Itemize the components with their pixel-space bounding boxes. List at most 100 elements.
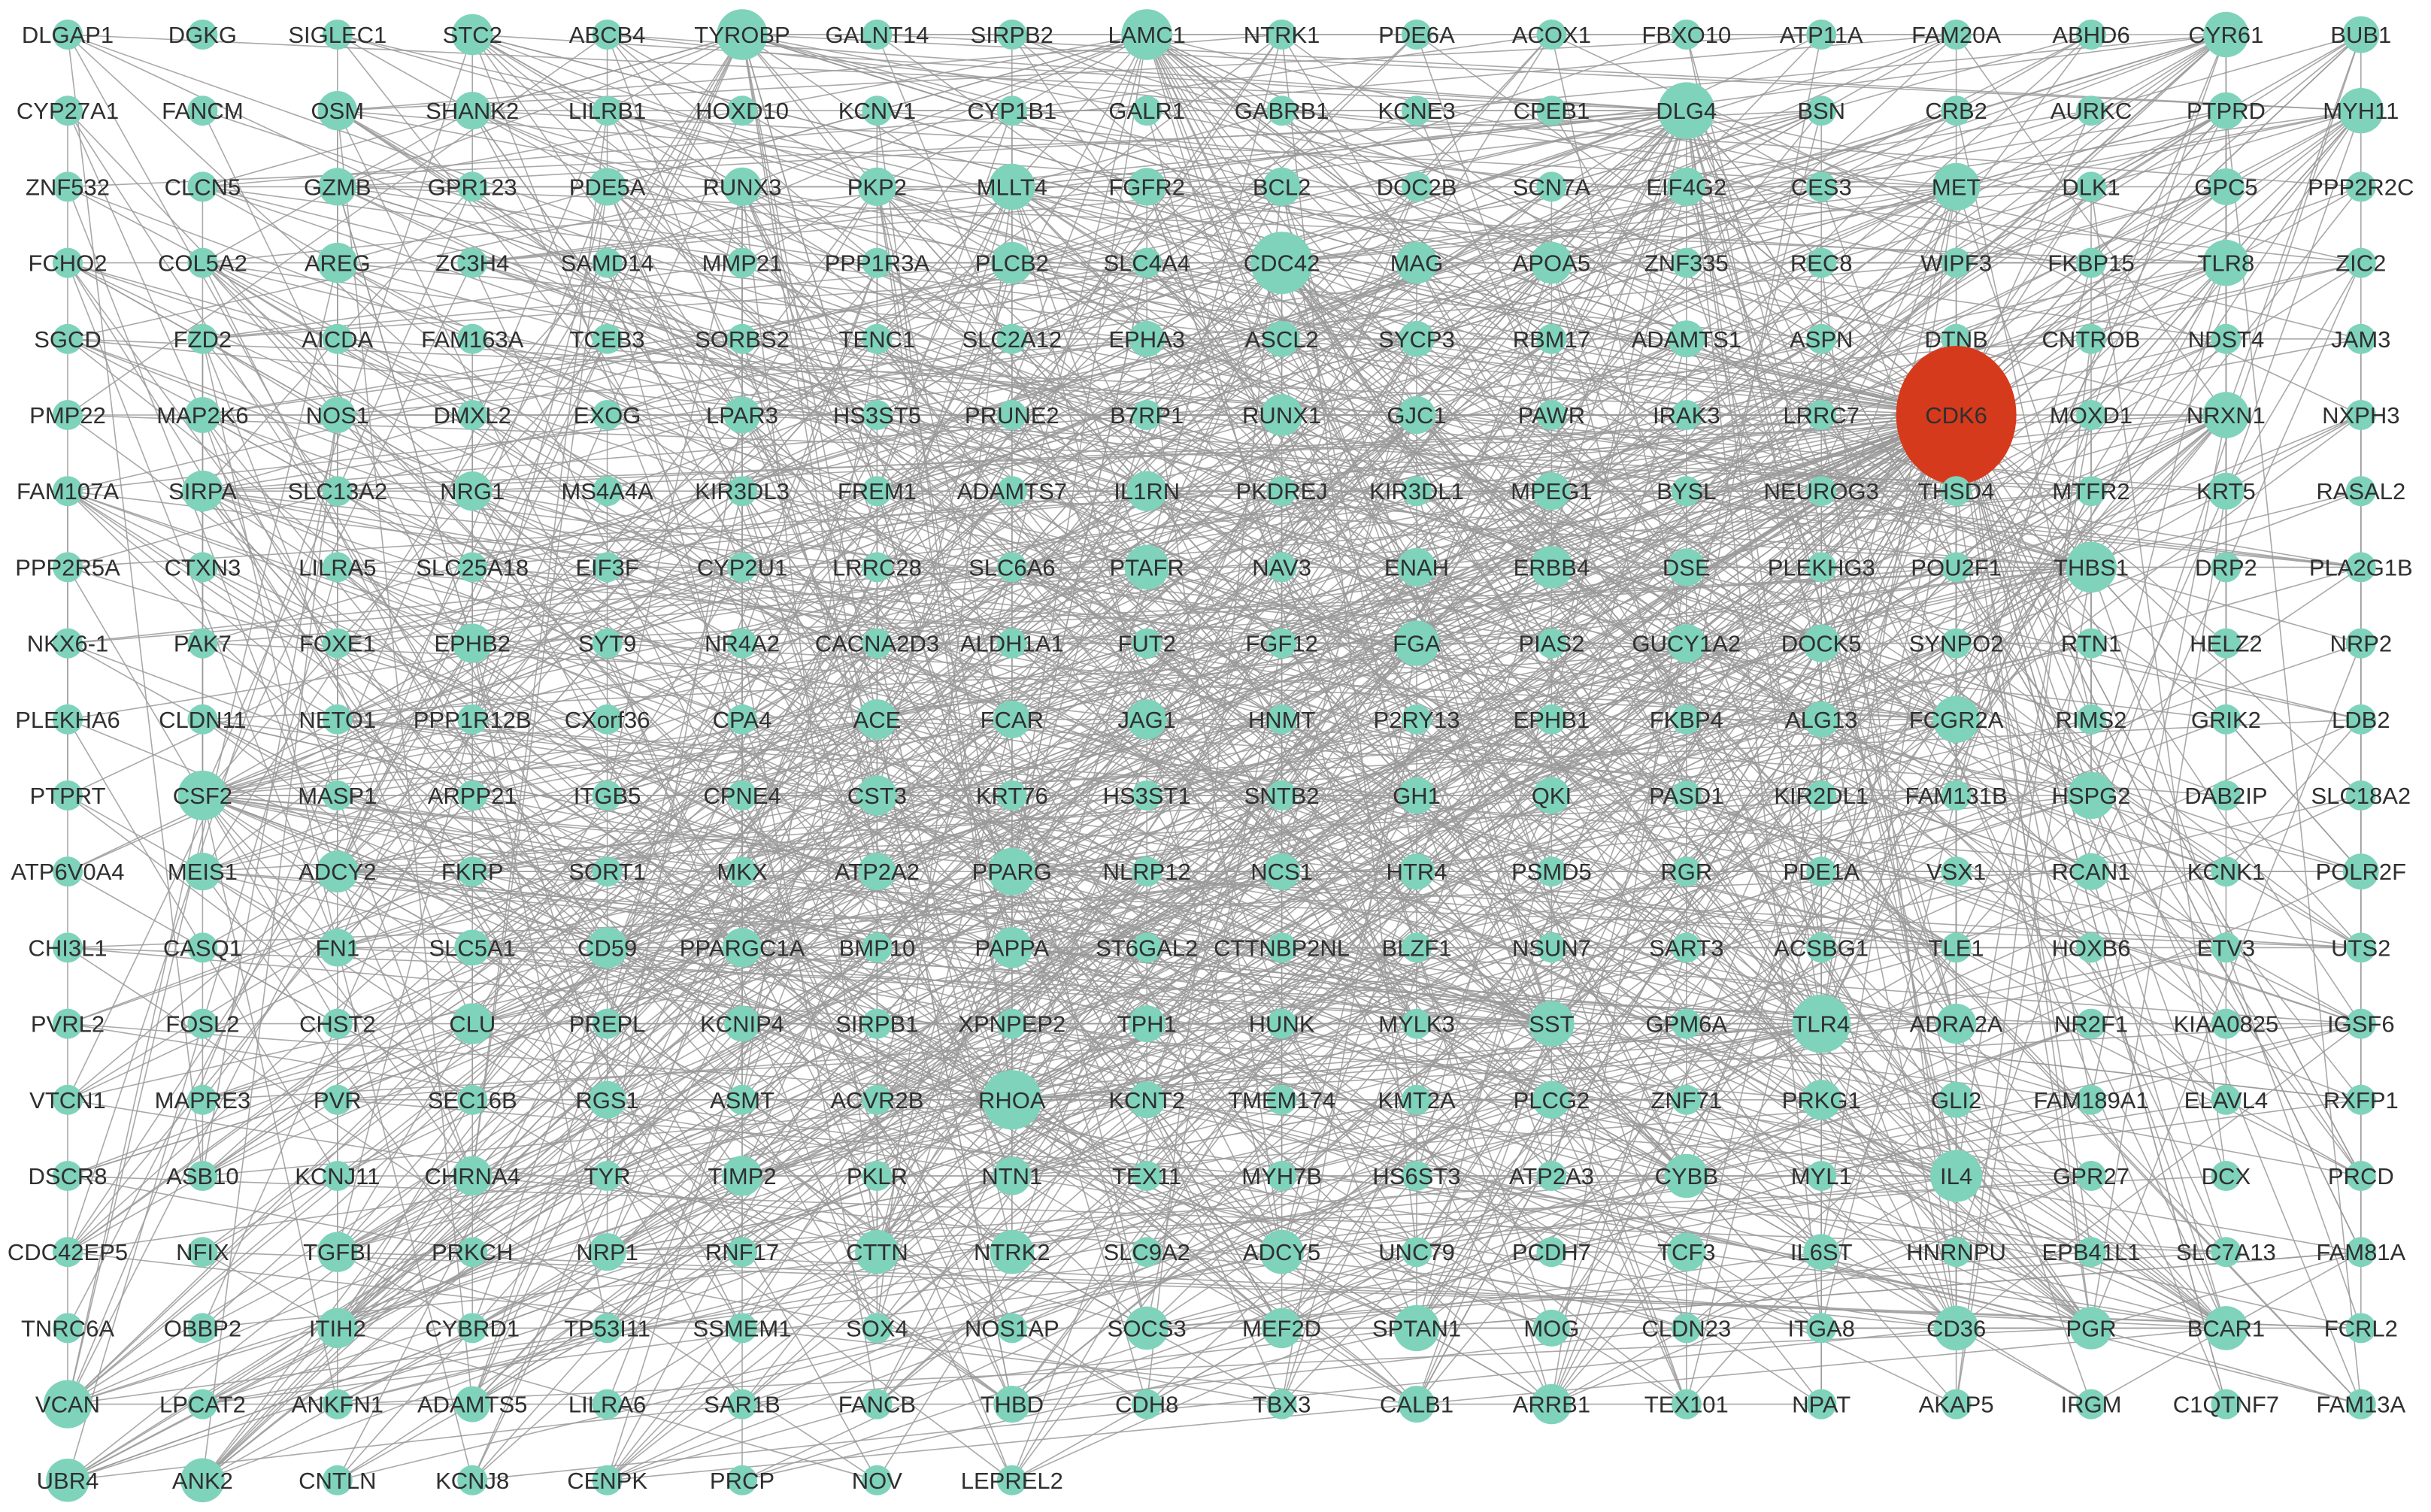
node-circle[interactable] <box>862 1389 893 1420</box>
node-kcnj11[interactable]: KCNJ11 <box>295 1161 380 1191</box>
node-circle[interactable] <box>1532 472 1571 511</box>
node-circle[interactable] <box>1393 1304 1440 1352</box>
node-synpo2[interactable]: SYNPO2 <box>1909 628 2004 659</box>
node-circle[interactable] <box>592 552 623 583</box>
node-hnrnpu[interactable]: HNRNPU <box>1906 1237 2006 1268</box>
node-enah[interactable]: ENAH <box>1384 547 1449 587</box>
node-circle[interactable] <box>53 400 83 430</box>
node-circle[interactable] <box>318 929 356 967</box>
node-meis1[interactable]: MEIS1 <box>168 853 238 891</box>
node-circle[interactable] <box>322 1084 353 1115</box>
node-arrb1[interactable]: ARRB1 <box>1513 1383 1590 1425</box>
node-lrrc7[interactable]: LRRC7 <box>1783 400 1860 430</box>
node-asmt[interactable]: ASMT <box>710 1084 774 1115</box>
node-nsun7[interactable]: NSUN7 <box>1512 932 1591 963</box>
node-circle[interactable] <box>1806 780 1837 811</box>
node-circle[interactable] <box>862 552 893 583</box>
node-circle[interactable] <box>457 704 488 735</box>
node-krt76[interactable]: KRT76 <box>976 780 1048 811</box>
node-il6st[interactable]: IL6ST <box>1790 1234 1853 1271</box>
node-circle[interactable] <box>2076 1084 2106 1115</box>
node-circle[interactable] <box>1806 552 1837 583</box>
node-circle[interactable] <box>1132 932 1162 963</box>
node-circle[interactable] <box>457 247 488 278</box>
node-circle[interactable] <box>2203 11 2249 58</box>
node-circle[interactable] <box>322 1008 353 1039</box>
node-circle[interactable] <box>453 92 492 130</box>
node-rnf17[interactable]: RNF17 <box>705 1237 779 1268</box>
node-circle[interactable] <box>592 1465 623 1495</box>
node-circle[interactable] <box>592 95 623 126</box>
node-circle[interactable] <box>1397 547 1436 587</box>
node-prcd[interactable]: PRCD <box>2328 1161 2394 1191</box>
node-circle[interactable] <box>862 247 893 278</box>
node-circle[interactable] <box>717 9 768 60</box>
node-galnt14[interactable]: GALNT14 <box>825 20 929 50</box>
node-circle[interactable] <box>43 1380 92 1429</box>
node-atp2a2[interactable]: ATP2A2 <box>835 853 920 891</box>
node-ctxn3[interactable]: CTXN3 <box>165 552 241 583</box>
node-sart3[interactable]: SART3 <box>1649 932 1723 963</box>
node-circle[interactable] <box>187 552 218 583</box>
node-met[interactable]: MET <box>1932 162 1981 211</box>
node-circle[interactable] <box>1266 95 1297 126</box>
node-circle[interactable] <box>862 932 893 963</box>
node-lamc1[interactable]: LAMC1 <box>1108 9 1186 60</box>
node-circle[interactable] <box>454 929 491 966</box>
node-circle[interactable] <box>53 247 83 278</box>
node-circle[interactable] <box>451 1003 493 1044</box>
node-circle[interactable] <box>457 552 488 583</box>
node-syt9[interactable]: SYT9 <box>578 628 637 659</box>
node-slc18a2[interactable]: SLC18A2 <box>2311 780 2411 811</box>
node-circle[interactable] <box>177 771 228 820</box>
node-gpc5[interactable]: GPC5 <box>2194 168 2258 205</box>
node-cdh8[interactable]: CDH8 <box>1115 1389 1178 1420</box>
node-circle[interactable] <box>1399 320 1435 357</box>
node-circle[interactable] <box>1941 20 1972 50</box>
node-circle[interactable] <box>2076 247 2106 278</box>
node-hspg2[interactable]: HSPG2 <box>2051 771 2131 820</box>
node-slc5a1[interactable]: SLC5A1 <box>429 929 516 966</box>
node-circle[interactable] <box>1806 20 1837 50</box>
node-circle[interactable] <box>322 704 353 735</box>
node-circle[interactable] <box>1671 704 1702 735</box>
node-circle[interactable] <box>993 1156 1032 1195</box>
node-jag1[interactable]: JAG1 <box>1117 699 1176 740</box>
node-lpar3[interactable]: LPAR3 <box>706 396 778 434</box>
node-prune2[interactable]: PRUNE2 <box>965 400 1059 430</box>
node-itih2[interactable]: ITIH2 <box>309 1307 366 1349</box>
node-circle[interactable] <box>2211 932 2242 963</box>
node-circle[interactable] <box>1658 82 1715 139</box>
node-unc79[interactable]: UNC79 <box>1378 1237 1455 1268</box>
node-circle[interactable] <box>1671 780 1702 811</box>
node-nfix[interactable]: NFIX <box>176 1237 229 1268</box>
node-lilrb1[interactable]: LILRB1 <box>568 95 646 126</box>
node-circle[interactable] <box>727 628 757 659</box>
node-circle[interactable] <box>1261 1307 1302 1349</box>
node-circle[interactable] <box>457 1237 488 1268</box>
node-adcy5[interactable]: ADCY5 <box>1243 1229 1320 1274</box>
node-circle[interactable] <box>996 323 1027 354</box>
node-circle[interactable] <box>588 168 626 206</box>
node-myl1[interactable]: MYL1 <box>1791 1161 1852 1191</box>
node-circle[interactable] <box>187 323 218 354</box>
node-tle1[interactable]: TLE1 <box>1929 932 1984 963</box>
node-pvr[interactable]: PVR <box>314 1084 362 1115</box>
node-circle[interactable] <box>727 1465 757 1495</box>
node-il4[interactable]: IL4 <box>1930 1150 1983 1202</box>
node-tph1[interactable]: TPH1 <box>1117 1005 1177 1043</box>
node-circle[interactable] <box>724 1005 760 1042</box>
node-gjc1[interactable]: GJC1 <box>1387 395 1447 435</box>
node-circle[interactable] <box>1266 1008 1297 1039</box>
node-circle[interactable] <box>1806 932 1837 963</box>
node-circle[interactable] <box>862 476 893 507</box>
node-circle[interactable] <box>592 704 623 735</box>
node-timp2[interactable]: TIMP2 <box>708 1156 777 1196</box>
node-circle[interactable] <box>996 1008 1027 1039</box>
node-fam13a[interactable]: FAM13A <box>2316 1389 2406 1420</box>
node-circle[interactable] <box>2076 20 2106 50</box>
node-dtnb[interactable]: DTNB <box>1924 323 1988 354</box>
node-circle[interactable] <box>1132 1389 1162 1420</box>
node-fam20a[interactable]: FAM20A <box>1911 20 2001 50</box>
node-cdc42ep5[interactable]: CDC42EP5 <box>8 1237 128 1268</box>
